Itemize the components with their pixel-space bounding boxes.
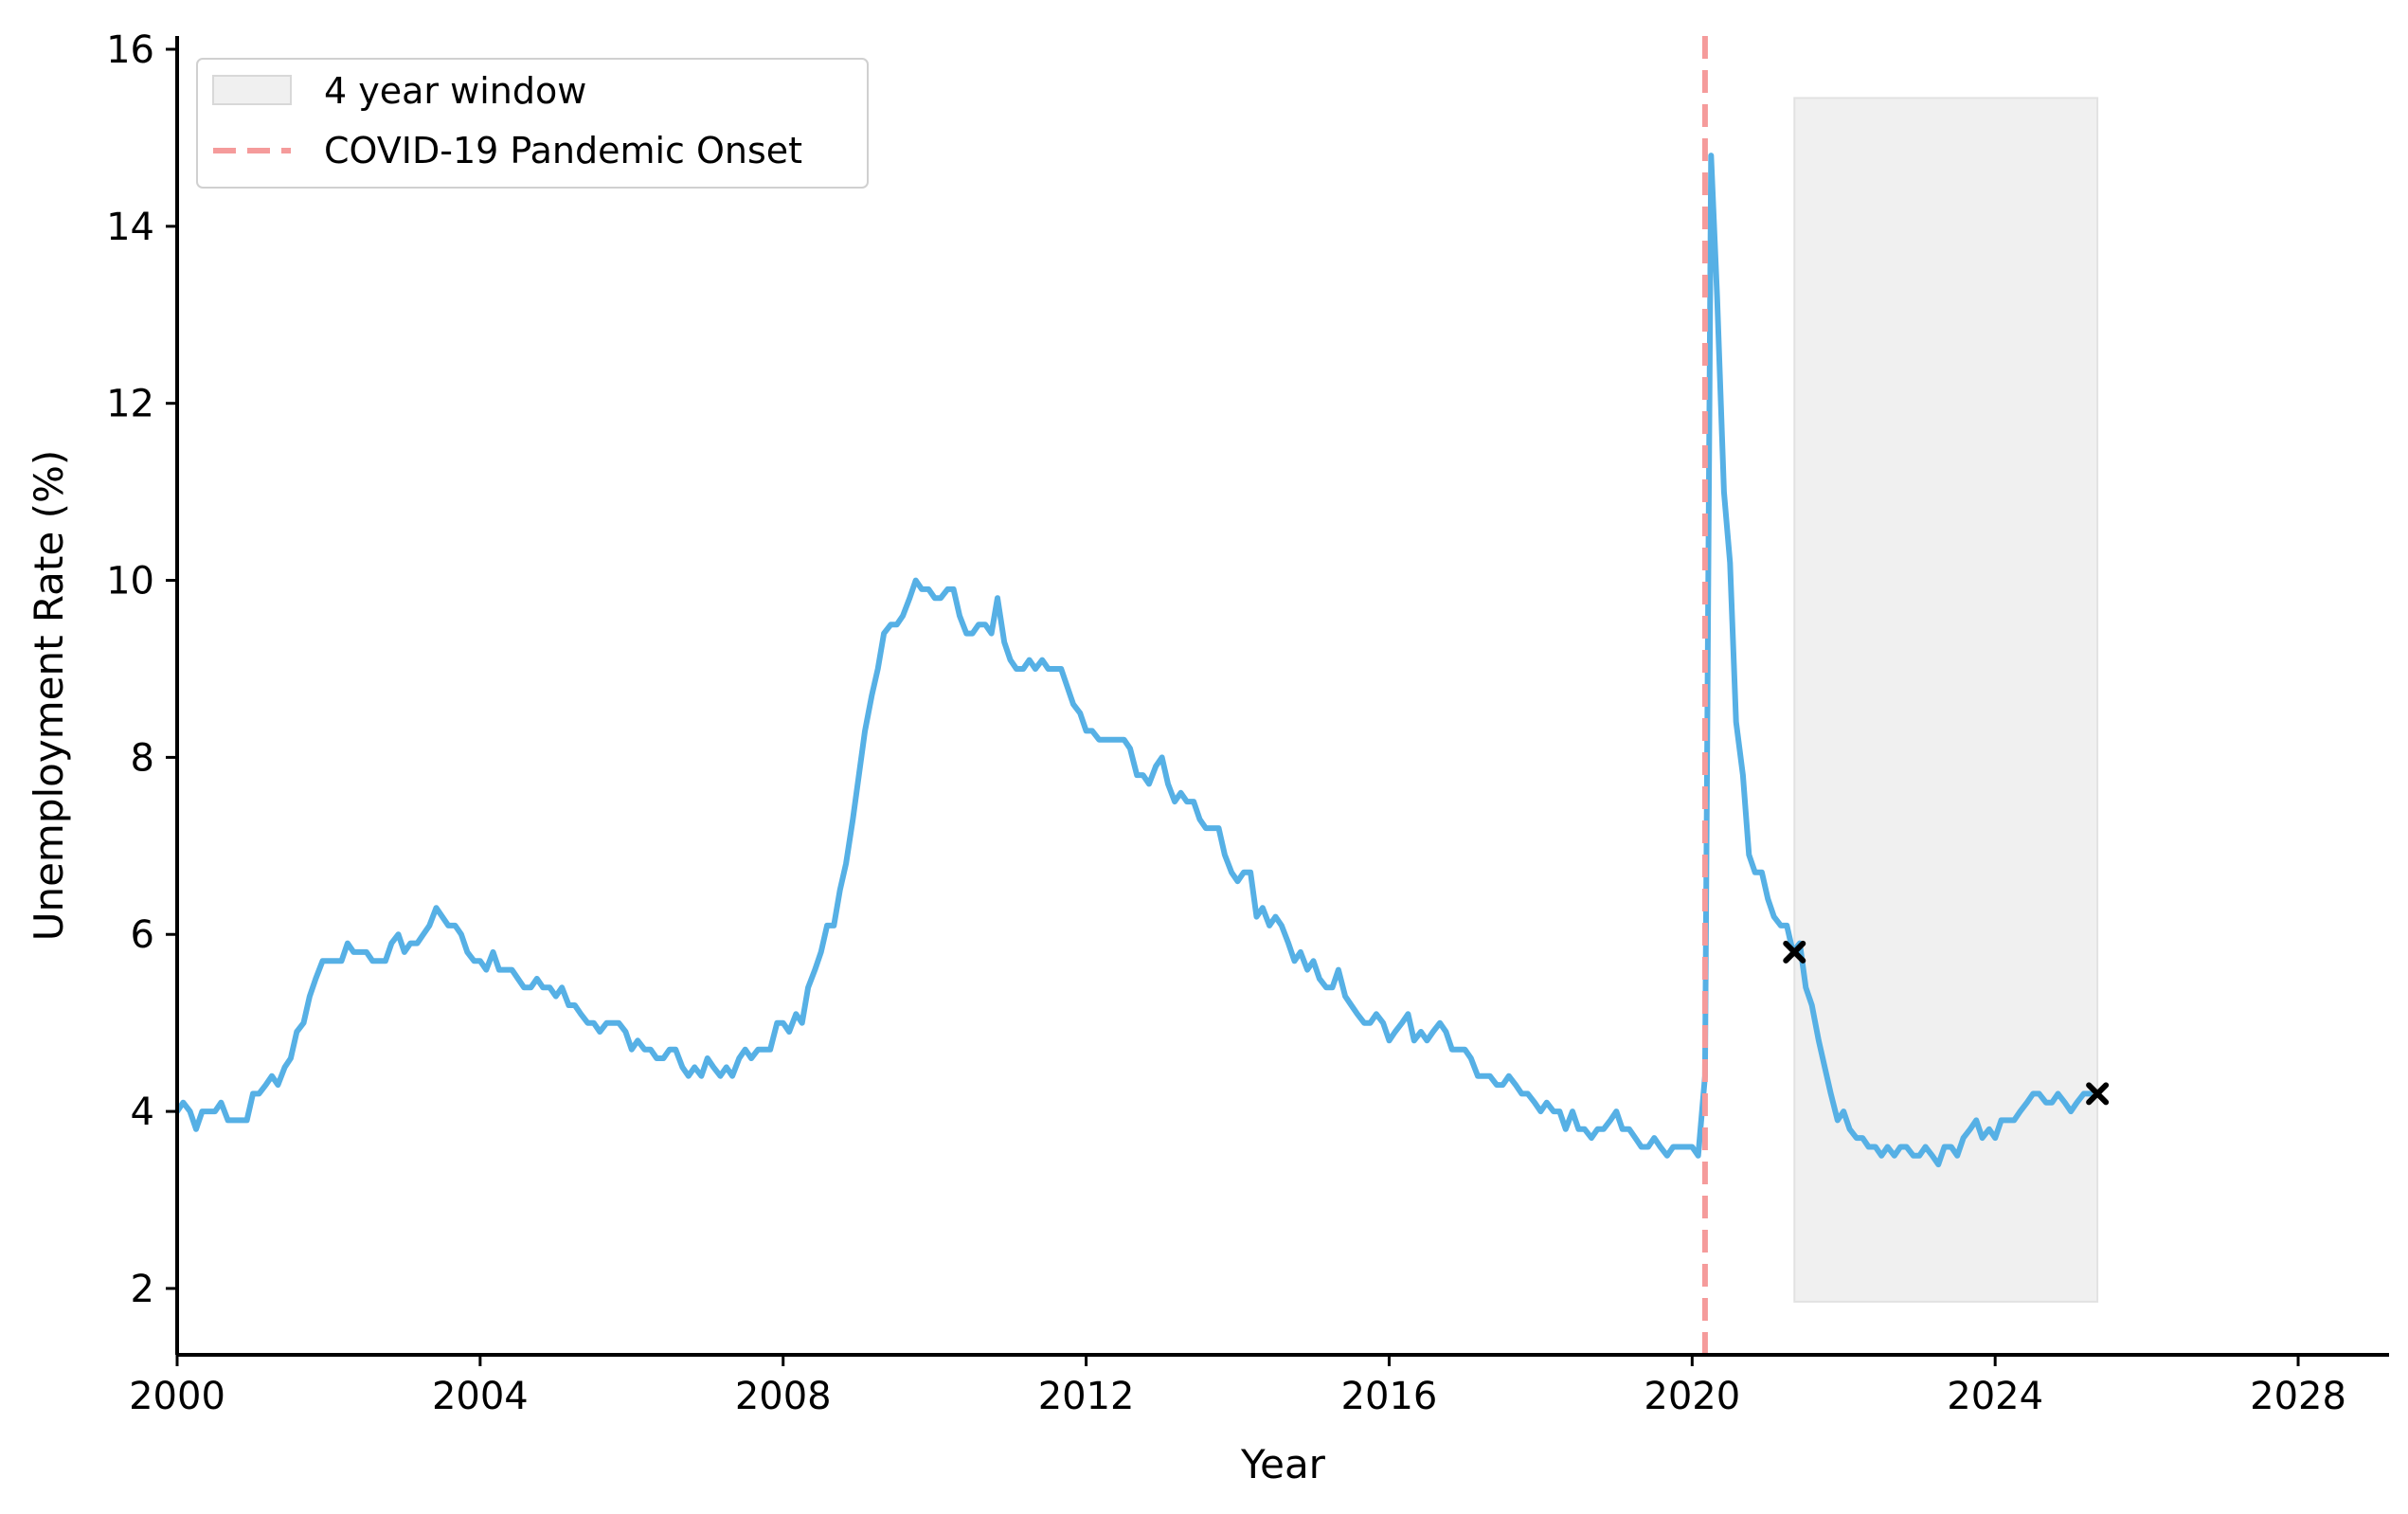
x-axis-label: Year [1240,1441,1326,1487]
y-tick-label: 10 [106,560,154,604]
y-tick-label: 8 [131,736,154,780]
unemployment-rate-line [174,153,2094,1168]
y-tick-label: 12 [106,383,154,426]
y-tick-label: 2 [131,1268,154,1311]
x-tick-label: 2004 [432,1375,529,1418]
legend-frame [196,58,869,189]
x-tick-label: 2016 [1341,1375,1438,1418]
legend-label-window: 4 year window [324,70,586,112]
y-axis-label: Unemployment Rate (%) [26,450,72,942]
y-ticks: 2 4 6 8 10 12 14 16 [106,28,177,1311]
legend-window-swatch [212,75,292,105]
x-tick-label: 2000 [129,1375,225,1418]
y-tick-label: 16 [106,28,154,72]
x-tick-label: 2020 [1644,1375,1740,1418]
x-tick-label: 2008 [735,1375,832,1418]
window-markers [1783,940,2110,1106]
x-tick-label: 2028 [2250,1375,2346,1418]
x-marker-2 [2086,1082,2110,1106]
x-ticks: 2000 2004 2008 2012 2016 2020 2024 2028 [129,1355,2346,1418]
y-tick-label: 6 [131,913,154,957]
y-tick-label: 4 [131,1090,154,1134]
x-marker-1 [1783,940,1806,964]
x-tick-label: 2012 [1038,1375,1135,1418]
legend-label-covid: COVID-19 Pandemic Onset [324,130,802,171]
y-tick-label: 14 [106,206,154,249]
x-tick-label: 2024 [1947,1375,2043,1418]
legend: 4 year window COVID-19 Pandemic Onset [196,58,869,189]
